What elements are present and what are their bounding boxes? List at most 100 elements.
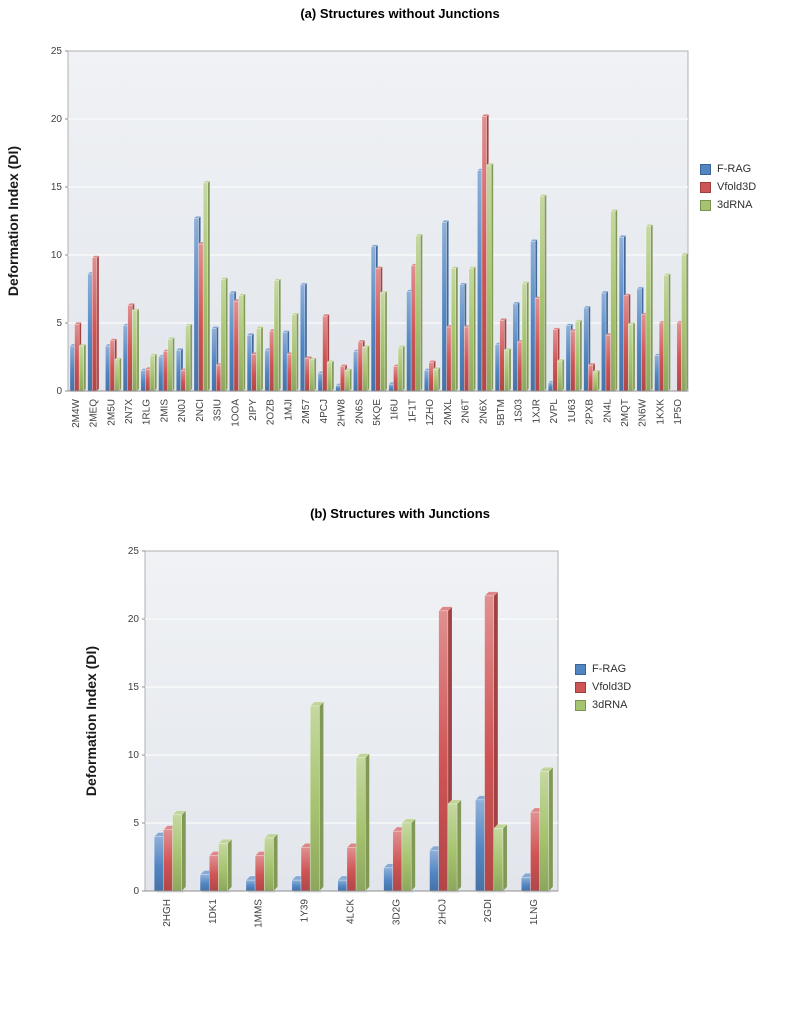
bar [274,281,279,391]
bar [269,331,274,391]
bar [203,183,208,391]
x-category-label: 2M57 [301,399,312,424]
bar [92,258,97,391]
bar [115,360,120,391]
bar [264,838,273,891]
bar [287,354,292,391]
bar [540,197,545,391]
x-category-label: 1S03 [514,399,525,423]
legend-swatch-b2 [575,682,586,693]
bar [200,875,209,891]
bar [593,372,598,391]
x-category-label: 2N4L [602,399,613,423]
legend-item-vfold3d: Vfold3D [700,178,756,196]
legend-label-b: Vfold3D [717,181,756,193]
bar [212,328,217,391]
bar-side [411,819,415,891]
svg-text:10: 10 [51,250,63,261]
bar [154,837,163,891]
bar [75,324,80,391]
bar [132,311,137,391]
bar [255,856,264,891]
x-category-label: 2NCI [195,399,206,422]
legend-swatch-a [700,164,711,175]
chart-a-title: (a) Structures without Junctions [0,0,800,21]
bar-side [273,834,277,891]
x-category-label: 2N6S [354,399,365,424]
bar [310,706,319,891]
bar [194,218,199,391]
x-category-label: 1DK1 [208,899,219,924]
bar [371,247,376,391]
svg-text:Deformation Index (DI): Deformation Index (DI) [83,646,99,796]
bar [176,350,181,391]
legend-item-3drna-b: 3dRNA [575,696,631,714]
bar [300,285,305,391]
chart-b-legend: F-RAG Vfold3D 3dRNA [575,660,631,714]
bar [641,315,646,391]
svg-text:15: 15 [51,182,63,193]
x-category-label: 2MIS [159,399,170,423]
bar [517,342,522,391]
bar [513,304,518,391]
bar [442,222,447,391]
bar [356,758,365,891]
x-category-label: 2VPL [549,399,560,424]
x-category-label: 2M5U [106,399,117,426]
x-category-label: 5KQE [372,399,383,426]
legend-swatch-c2 [575,700,586,711]
x-category-label: 2MEQ [89,399,100,428]
bar [448,804,457,891]
bar [477,171,482,391]
svg-text:20: 20 [51,114,63,125]
bar-side [172,337,174,391]
bar-side [119,358,121,391]
bar-side [367,345,369,391]
bar-side [385,291,387,391]
x-category-label: 2N6X [478,399,489,424]
bar-side [97,256,99,391]
bar-side [527,281,529,391]
bar [588,365,593,391]
bar [309,360,314,391]
x-category-label: 1U63 [567,399,578,423]
svg-text:20: 20 [128,614,140,625]
bar-side [473,267,475,391]
bar-side [686,253,688,391]
svg-text:5: 5 [56,318,62,329]
bar [553,330,558,391]
bar [575,322,580,391]
legend-swatch-a2 [575,664,586,675]
legend-item-frag-b: F-RAG [575,660,631,678]
svg-text:15: 15 [128,682,140,693]
bar-side [365,754,369,891]
bar [606,335,611,391]
chart-a-svg: 0510152025Deformation Index (DI)2M4W2MEQ… [0,21,800,481]
bar [393,367,398,391]
bar [433,369,438,391]
bar [168,339,173,391]
bar [540,771,549,891]
bar [485,596,494,891]
legend-label-a2: F-RAG [592,663,626,675]
bar [301,847,310,891]
bar [256,328,261,391]
bar [338,880,347,891]
bar [353,352,358,391]
x-category-label: 2OZB [266,399,277,425]
bar-side [182,811,186,891]
bar [469,269,474,391]
bar [681,255,686,391]
legend-item-frag: F-RAG [700,160,756,178]
bar-side [544,194,546,391]
svg-text:Deformation Index (DI): Deformation Index (DI) [5,146,21,296]
x-category-label: 5BTM [496,399,507,426]
x-category-label: 1OOA [230,399,241,427]
chart-a-legend: F-RAG Vfold3D 3dRNA [700,160,756,214]
svg-text:25: 25 [128,546,140,557]
bar [624,296,629,391]
bar-side [84,344,86,391]
bar [611,211,616,391]
bar [447,327,452,391]
bar-side [208,181,210,391]
